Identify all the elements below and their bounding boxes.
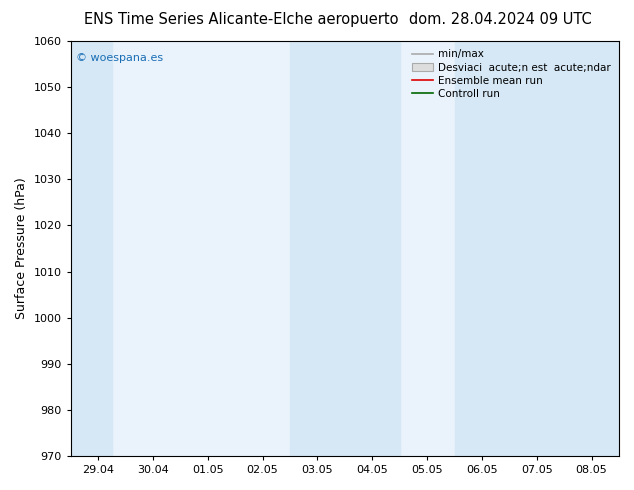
Bar [455, 41, 619, 456]
Bar [290, 41, 399, 456]
Bar [71, 41, 112, 456]
Text: ENS Time Series Alicante-Elche aeropuerto: ENS Time Series Alicante-Elche aeropuert… [84, 12, 398, 27]
Text: dom. 28.04.2024 09 UTC: dom. 28.04.2024 09 UTC [410, 12, 592, 27]
Y-axis label: Surface Pressure (hPa): Surface Pressure (hPa) [15, 178, 28, 319]
Legend: min/max, Desviaci  acute;n est  acute;ndar, Ensemble mean run, Controll run: min/max, Desviaci acute;n est acute;ndar… [409, 46, 614, 102]
Text: © woespana.es: © woespana.es [76, 53, 164, 64]
